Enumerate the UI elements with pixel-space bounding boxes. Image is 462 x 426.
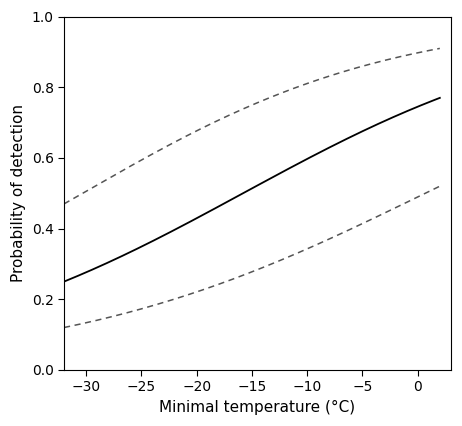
Y-axis label: Probability of detection: Probability of detection <box>11 104 26 282</box>
X-axis label: Minimal temperature (°C): Minimal temperature (°C) <box>159 400 356 415</box>
